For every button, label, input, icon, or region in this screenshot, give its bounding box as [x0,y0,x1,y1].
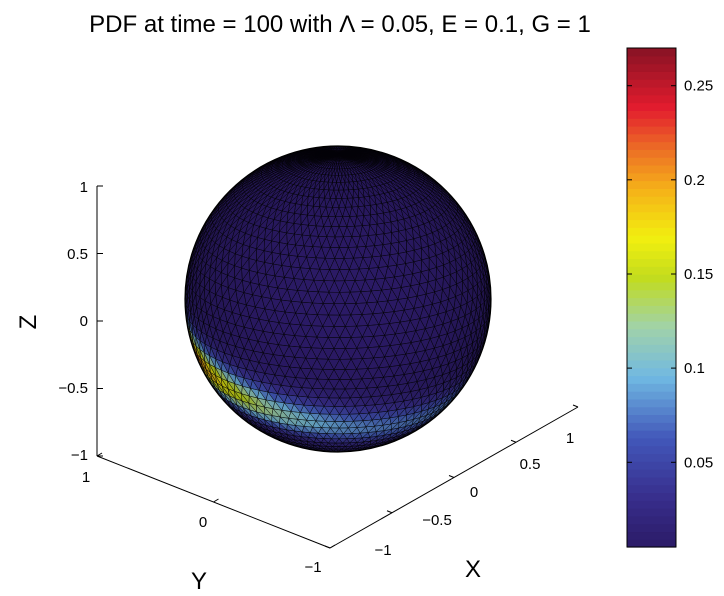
y-tick-labels: 1 0 −1 [82,469,322,576]
x-tick-label: −1 [374,542,391,559]
z-tick-label: 0 [80,313,88,330]
y-tick-label: 1 [82,469,90,486]
tick-marks [96,185,579,549]
x-tick-label: 1 [566,430,574,447]
tick-mark [448,475,455,478]
tick-mark [324,545,331,549]
z-tick-label: −0.5 [58,380,88,397]
x-tick-label: 0.5 [520,456,541,473]
x-tick-label: −0.5 [422,512,452,529]
tick-mark [386,510,393,514]
tick-mark [213,498,219,503]
z-tick-label: 0.5 [67,246,88,263]
tick-mark [510,439,517,443]
x-tick-label: 0 [470,484,478,501]
tick-mark [96,452,103,457]
sphere-surface [185,146,491,452]
tick-mark [329,544,336,549]
tick-mark [572,404,579,408]
z-tick-label: 1 [80,179,88,196]
x-tick-labels: −1 −0.5 0 0.5 1 [374,430,574,559]
chart-title: PDF at time = 100 with Λ = 0.05, E = 0.1… [89,11,591,38]
y-tick-label: −1 [304,559,321,576]
z-axis-label: Z [15,315,42,330]
x-axis-label: X [465,556,481,583]
y-tick-label: 0 [199,514,207,531]
z-tick-label: −1 [71,447,88,464]
y-axis-label: Y [191,568,207,595]
z-tick-labels: 1 0.5 0 −0.5 −1 [58,179,88,464]
